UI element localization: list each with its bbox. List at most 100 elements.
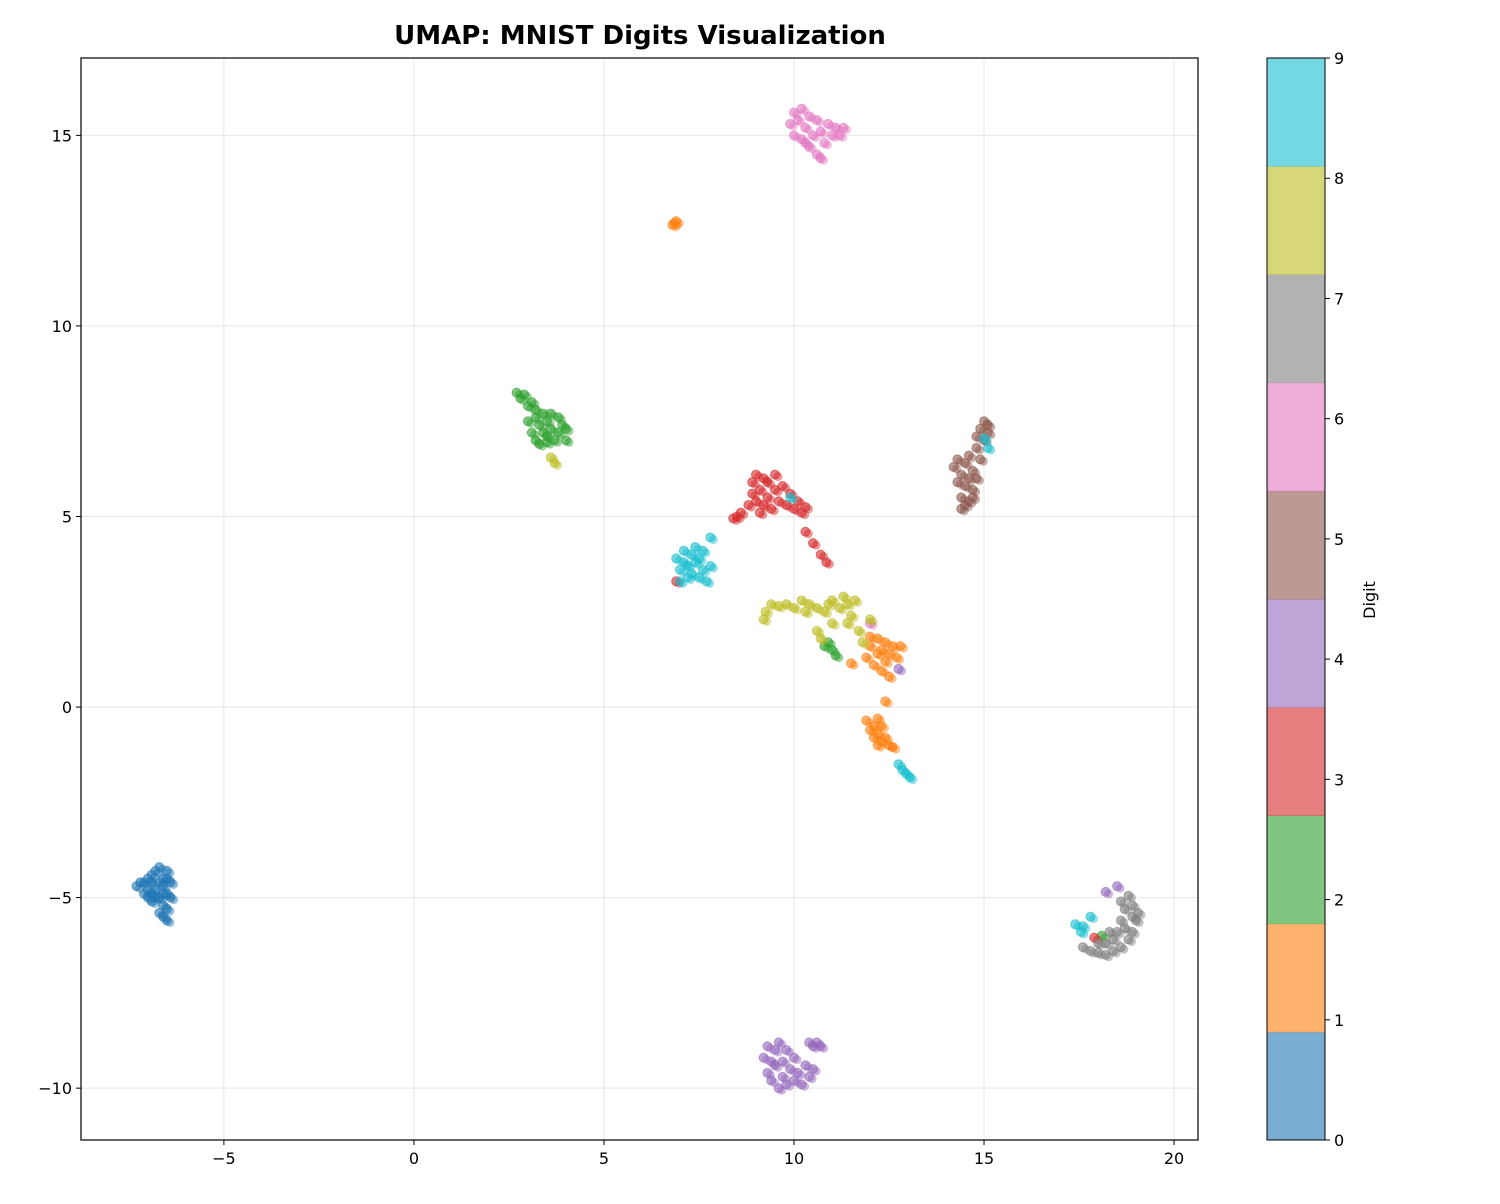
data-point-digit-7 bbox=[1136, 910, 1146, 920]
data-point-digit-7 bbox=[1119, 898, 1129, 908]
data-point-digit-7 bbox=[1104, 926, 1115, 937]
data-point-digit-5 bbox=[974, 445, 984, 455]
data-point-digit-9 bbox=[785, 492, 796, 503]
data-point-digit-9 bbox=[705, 532, 716, 543]
data-point-digit-4 bbox=[769, 1058, 779, 1068]
data-point-digit-9 bbox=[1081, 923, 1091, 933]
data-point-digit-8 bbox=[827, 595, 838, 606]
data-point-digit-4 bbox=[1115, 883, 1125, 893]
data-point-digit-4 bbox=[804, 1037, 815, 1048]
colorbar-tick-label: 2 bbox=[1334, 891, 1344, 910]
colorbar-band-7 bbox=[1267, 274, 1325, 384]
data-point-digit-6 bbox=[838, 122, 849, 133]
data-point-digit-1 bbox=[868, 660, 879, 671]
data-point-digit-7 bbox=[1126, 893, 1136, 903]
data-point-digit-2 bbox=[560, 435, 571, 446]
data-point-digit-7 bbox=[1126, 937, 1136, 947]
data-point-digit-9 bbox=[708, 563, 718, 573]
data-point-digit-9 bbox=[697, 545, 708, 556]
grid bbox=[81, 58, 1198, 1140]
data-point-digit-1 bbox=[846, 658, 857, 669]
x-tick-label: 20 bbox=[1164, 1149, 1184, 1168]
colorbar-band-2 bbox=[1267, 815, 1325, 925]
data-point-digit-2 bbox=[830, 650, 841, 661]
data-point-digit-7 bbox=[1119, 944, 1129, 954]
data-point-digit-1 bbox=[883, 698, 893, 708]
data-point-digit-1 bbox=[884, 671, 895, 682]
data-point-digit-8 bbox=[853, 625, 864, 636]
data-point-digit-0 bbox=[161, 891, 171, 901]
data-point-digit-8 bbox=[815, 633, 826, 644]
colorbar-band-9 bbox=[1267, 58, 1325, 167]
colorbar-band-1 bbox=[1267, 923, 1325, 1033]
data-point-digit-5 bbox=[974, 475, 984, 485]
data-point-digit-5 bbox=[967, 492, 978, 503]
data-point-digit-3 bbox=[735, 507, 746, 518]
colorbar: 0 1 2 3 4 5 6 7 8 9 bbox=[1266, 49, 1344, 1150]
data-point-digit-6 bbox=[822, 140, 832, 150]
data-point-digit-1 bbox=[880, 696, 891, 707]
data-point-digit-3 bbox=[800, 510, 810, 520]
colorbar-tick-label: 4 bbox=[1334, 650, 1344, 669]
x-tick-label: 15 bbox=[974, 1149, 994, 1168]
data-point-digit-5 bbox=[971, 473, 982, 484]
data-point-digit-8 bbox=[822, 609, 832, 619]
x-tick-label: −5 bbox=[212, 1149, 236, 1168]
data-point-digit-3 bbox=[739, 510, 749, 520]
data-point-digit-5 bbox=[967, 453, 977, 463]
data-point-digit-4 bbox=[773, 1047, 783, 1057]
data-point-digit-5 bbox=[963, 502, 973, 512]
data-point-digit-3 bbox=[815, 549, 826, 560]
points-layer bbox=[131, 103, 1146, 1095]
data-point-digit-4 bbox=[777, 1056, 788, 1067]
data-point-digit-1 bbox=[671, 216, 682, 227]
data-point-digit-7 bbox=[1104, 940, 1114, 950]
data-point-digit-6 bbox=[792, 115, 803, 126]
colorbar-band-8 bbox=[1267, 166, 1325, 275]
data-point-digit-6 bbox=[811, 115, 822, 126]
data-point-digit-6 bbox=[819, 155, 829, 165]
data-point-digit-4 bbox=[1112, 881, 1123, 892]
data-point-digit-2 bbox=[560, 423, 571, 434]
y-axis: −10 −5 0 5 10 15 bbox=[38, 126, 81, 1098]
data-point-digit-7 bbox=[1123, 890, 1134, 901]
data-point-digit-6 bbox=[796, 103, 807, 114]
data-point-digit-1 bbox=[891, 652, 902, 663]
data-point-digit-2 bbox=[834, 653, 844, 663]
data-point-digit-9 bbox=[705, 561, 716, 572]
data-point-digit-4 bbox=[773, 1037, 784, 1048]
data-point-digit-9 bbox=[908, 775, 918, 785]
data-point-digit-8 bbox=[853, 597, 863, 607]
data-point-digit-8 bbox=[553, 460, 563, 470]
data-point-digit-4 bbox=[766, 1075, 777, 1086]
data-point-digit-4 bbox=[792, 1067, 803, 1078]
data-point-digit-0 bbox=[142, 892, 153, 903]
data-point-digit-2 bbox=[553, 437, 563, 447]
data-point-digit-9 bbox=[705, 578, 715, 588]
data-point-digit-9 bbox=[1079, 929, 1089, 939]
data-point-digit-8 bbox=[849, 595, 860, 606]
colorbar-tick-label: 0 bbox=[1334, 1131, 1344, 1150]
data-point-digit-4 bbox=[807, 1039, 817, 1049]
data-point-digit-0 bbox=[161, 914, 171, 924]
colorbar-label: Digit bbox=[1360, 581, 1379, 619]
data-point-digit-8 bbox=[860, 639, 870, 649]
data-point-digit-3 bbox=[773, 472, 783, 482]
data-point-digit-8 bbox=[803, 609, 813, 619]
data-point-digit-5 bbox=[971, 494, 981, 504]
data-point-digit-1 bbox=[879, 723, 889, 733]
data-point-digit-5 bbox=[975, 454, 986, 465]
data-point-digit-9 bbox=[788, 494, 798, 504]
data-point-digit-4 bbox=[766, 1056, 777, 1067]
colorbar-tick-label: 9 bbox=[1334, 49, 1344, 68]
data-point-digit-4 bbox=[811, 1066, 821, 1076]
data-point-digit-5 bbox=[971, 442, 982, 453]
data-point-digit-8 bbox=[763, 609, 773, 619]
data-point-digit-7 bbox=[1130, 914, 1140, 924]
data-point-digit-8 bbox=[842, 618, 853, 629]
data-point-digit-1 bbox=[895, 655, 905, 665]
data-point-digit-6 bbox=[815, 117, 825, 127]
data-point-digit-3 bbox=[800, 526, 811, 537]
data-point-digit-8 bbox=[762, 616, 772, 626]
data-point-digit-0 bbox=[169, 895, 179, 905]
